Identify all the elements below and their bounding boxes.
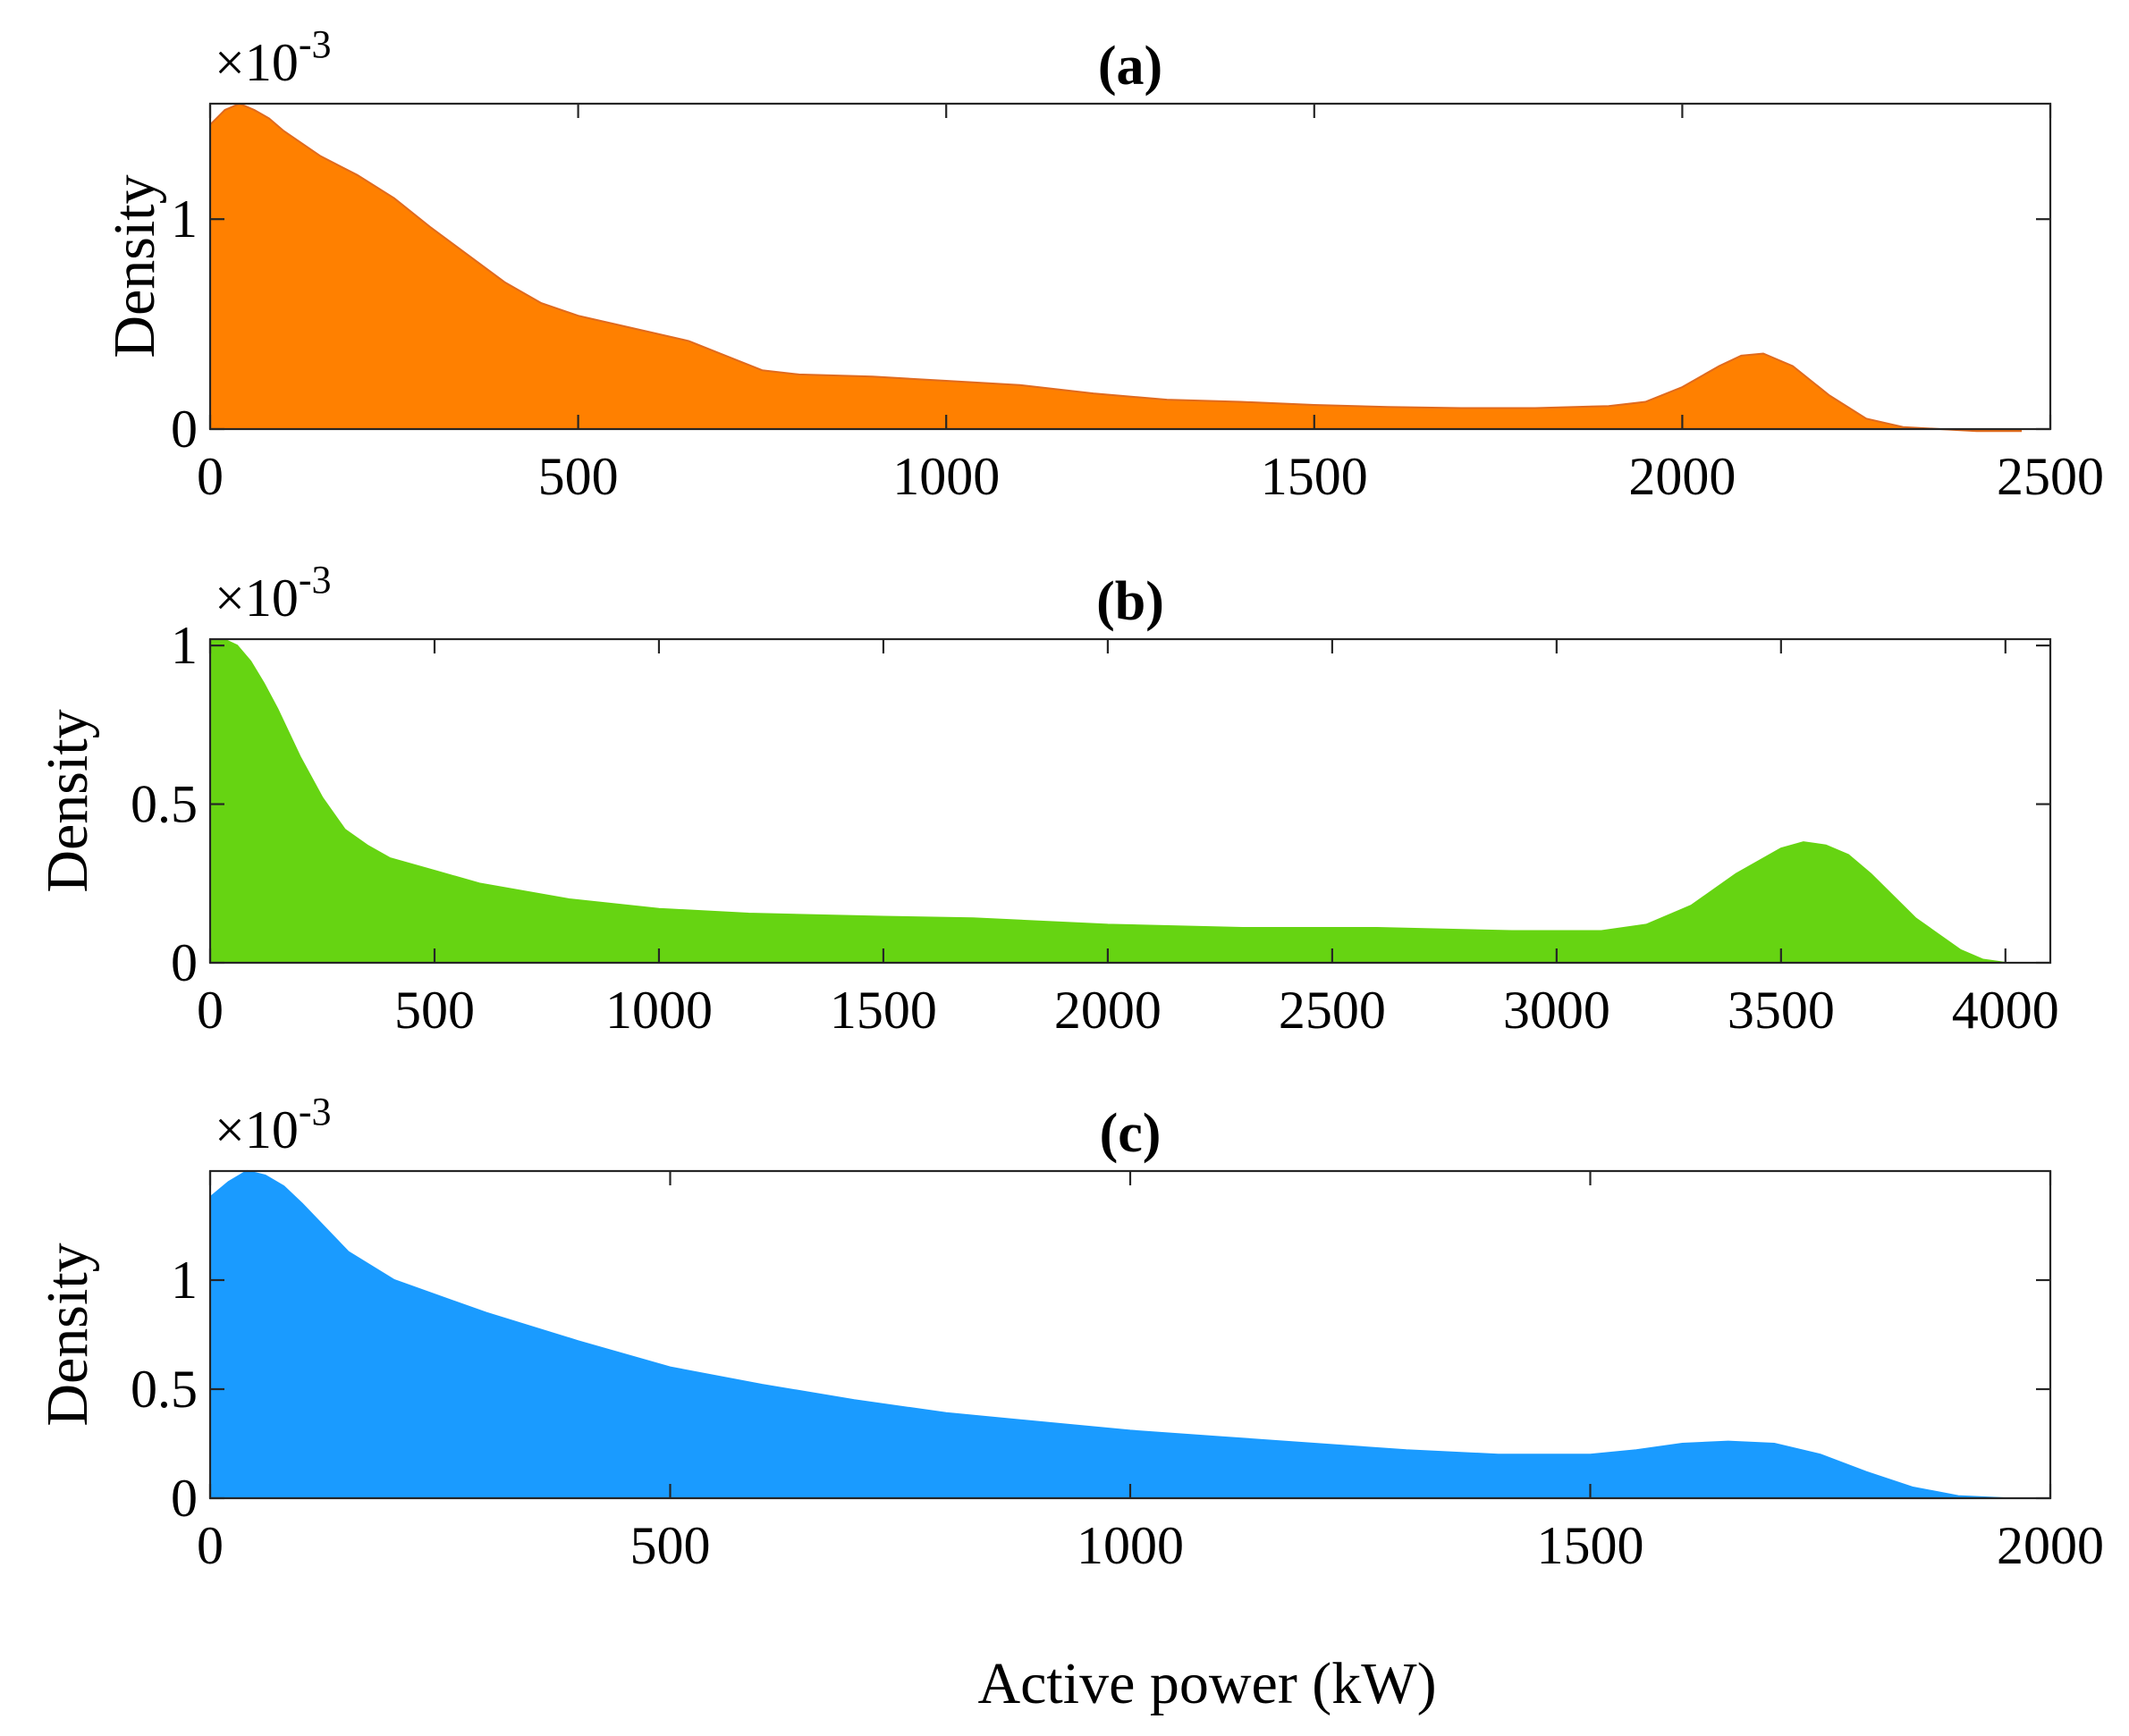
x-tick-label: 0	[197, 447, 224, 506]
x-tick-label: 1500	[830, 981, 937, 1040]
y-multiplier-exp-a: -3	[299, 22, 332, 66]
x-tick-labels-c: 0 500 1000 1500 2000	[197, 1516, 2104, 1575]
y-tick-labels-b: 00.51	[131, 616, 198, 992]
x-tick-labels-a: 0 500 1000 1500 2000 2500	[197, 447, 2104, 506]
x-tick-label: 2000	[1997, 1516, 2104, 1575]
y-tick-label: 1	[171, 190, 198, 249]
y-axis-label-c: Density	[35, 1243, 100, 1426]
y-tick-labels-a: 01	[171, 190, 198, 459]
y-axis-label-a: Density	[102, 174, 167, 358]
y-multiplier-base-b: ×10	[215, 569, 299, 628]
x-tick-label: 0	[197, 981, 224, 1040]
x-tick-label: 500	[394, 981, 475, 1040]
density-area-a	[209, 102, 2023, 433]
axes-frame-b	[208, 637, 2052, 965]
panel-c: 0 500 1000 1500 2000 00.51 (c) Density ×10-3	[35, 1090, 2104, 1575]
x-tick-label: 1000	[605, 981, 713, 1040]
panel-b: 0 500 1000 1500 2000 2500 3000 3500 4000 00.51 (…	[35, 558, 2059, 1040]
density-area-c	[209, 1169, 2032, 1499]
tick-marks-b	[208, 639, 2050, 965]
x-tick-label: 1500	[1261, 447, 1368, 506]
x-tick-label: 500	[538, 447, 619, 506]
y-tick-label: 0.5	[131, 1360, 198, 1419]
x-tick-label: 1000	[892, 447, 1000, 506]
tick-marks-a	[208, 104, 2052, 431]
y-tick-label: 0	[171, 400, 198, 459]
y-tick-label: 0	[171, 1469, 198, 1528]
x-axis-label: Active power (kW)	[977, 1651, 1436, 1716]
y-multiplier-a: ×10-3	[215, 22, 332, 92]
y-tick-label: 1	[171, 616, 198, 675]
x-tick-label: 1500	[1537, 1516, 1644, 1575]
y-multiplier-b: ×10-3	[215, 558, 332, 628]
y-multiplier-exp-c: -3	[299, 1090, 332, 1133]
y-tick-label: 0.5	[131, 775, 198, 834]
x-tick-label: 500	[630, 1516, 711, 1575]
x-tick-label: 2000	[1054, 981, 1162, 1040]
x-tick-label: 2000	[1628, 447, 1736, 506]
x-tick-label: 2500	[1279, 981, 1386, 1040]
y-multiplier-base-a: ×10	[215, 33, 299, 92]
x-tick-labels-b: 0 500 1000 1500 2000 2500 3000 3500 4000	[197, 981, 2059, 1040]
y-multiplier-c: ×10-3	[215, 1090, 332, 1159]
x-tick-label: 3000	[1503, 981, 1610, 1040]
density-area-b	[209, 638, 2006, 964]
y-tick-label: 0	[171, 933, 198, 992]
panel-title-b: (b)	[1096, 571, 1164, 632]
panel-title-c: (c)	[1100, 1103, 1162, 1164]
y-multiplier-base-c: ×10	[215, 1100, 299, 1159]
y-tick-label: 1	[171, 1251, 198, 1310]
x-tick-label: 2500	[1997, 447, 2104, 506]
y-tick-labels-c: 00.51	[131, 1251, 198, 1528]
axes-frame-a	[208, 102, 2052, 431]
x-tick-label: 3500	[1728, 981, 1835, 1040]
x-tick-label: 1000	[1077, 1516, 1184, 1575]
tick-marks-c	[208, 1171, 2052, 1500]
y-multiplier-exp-b: -3	[299, 558, 332, 602]
panel-title-a: (a)	[1098, 36, 1162, 97]
panel-a: 0 500 1000 1500 2000 2500 01 (a) Density ×10-…	[102, 22, 2104, 506]
x-tick-label: 0	[197, 1516, 224, 1575]
x-tick-label: 4000	[1952, 981, 2059, 1040]
y-axis-label-b: Density	[35, 709, 100, 892]
